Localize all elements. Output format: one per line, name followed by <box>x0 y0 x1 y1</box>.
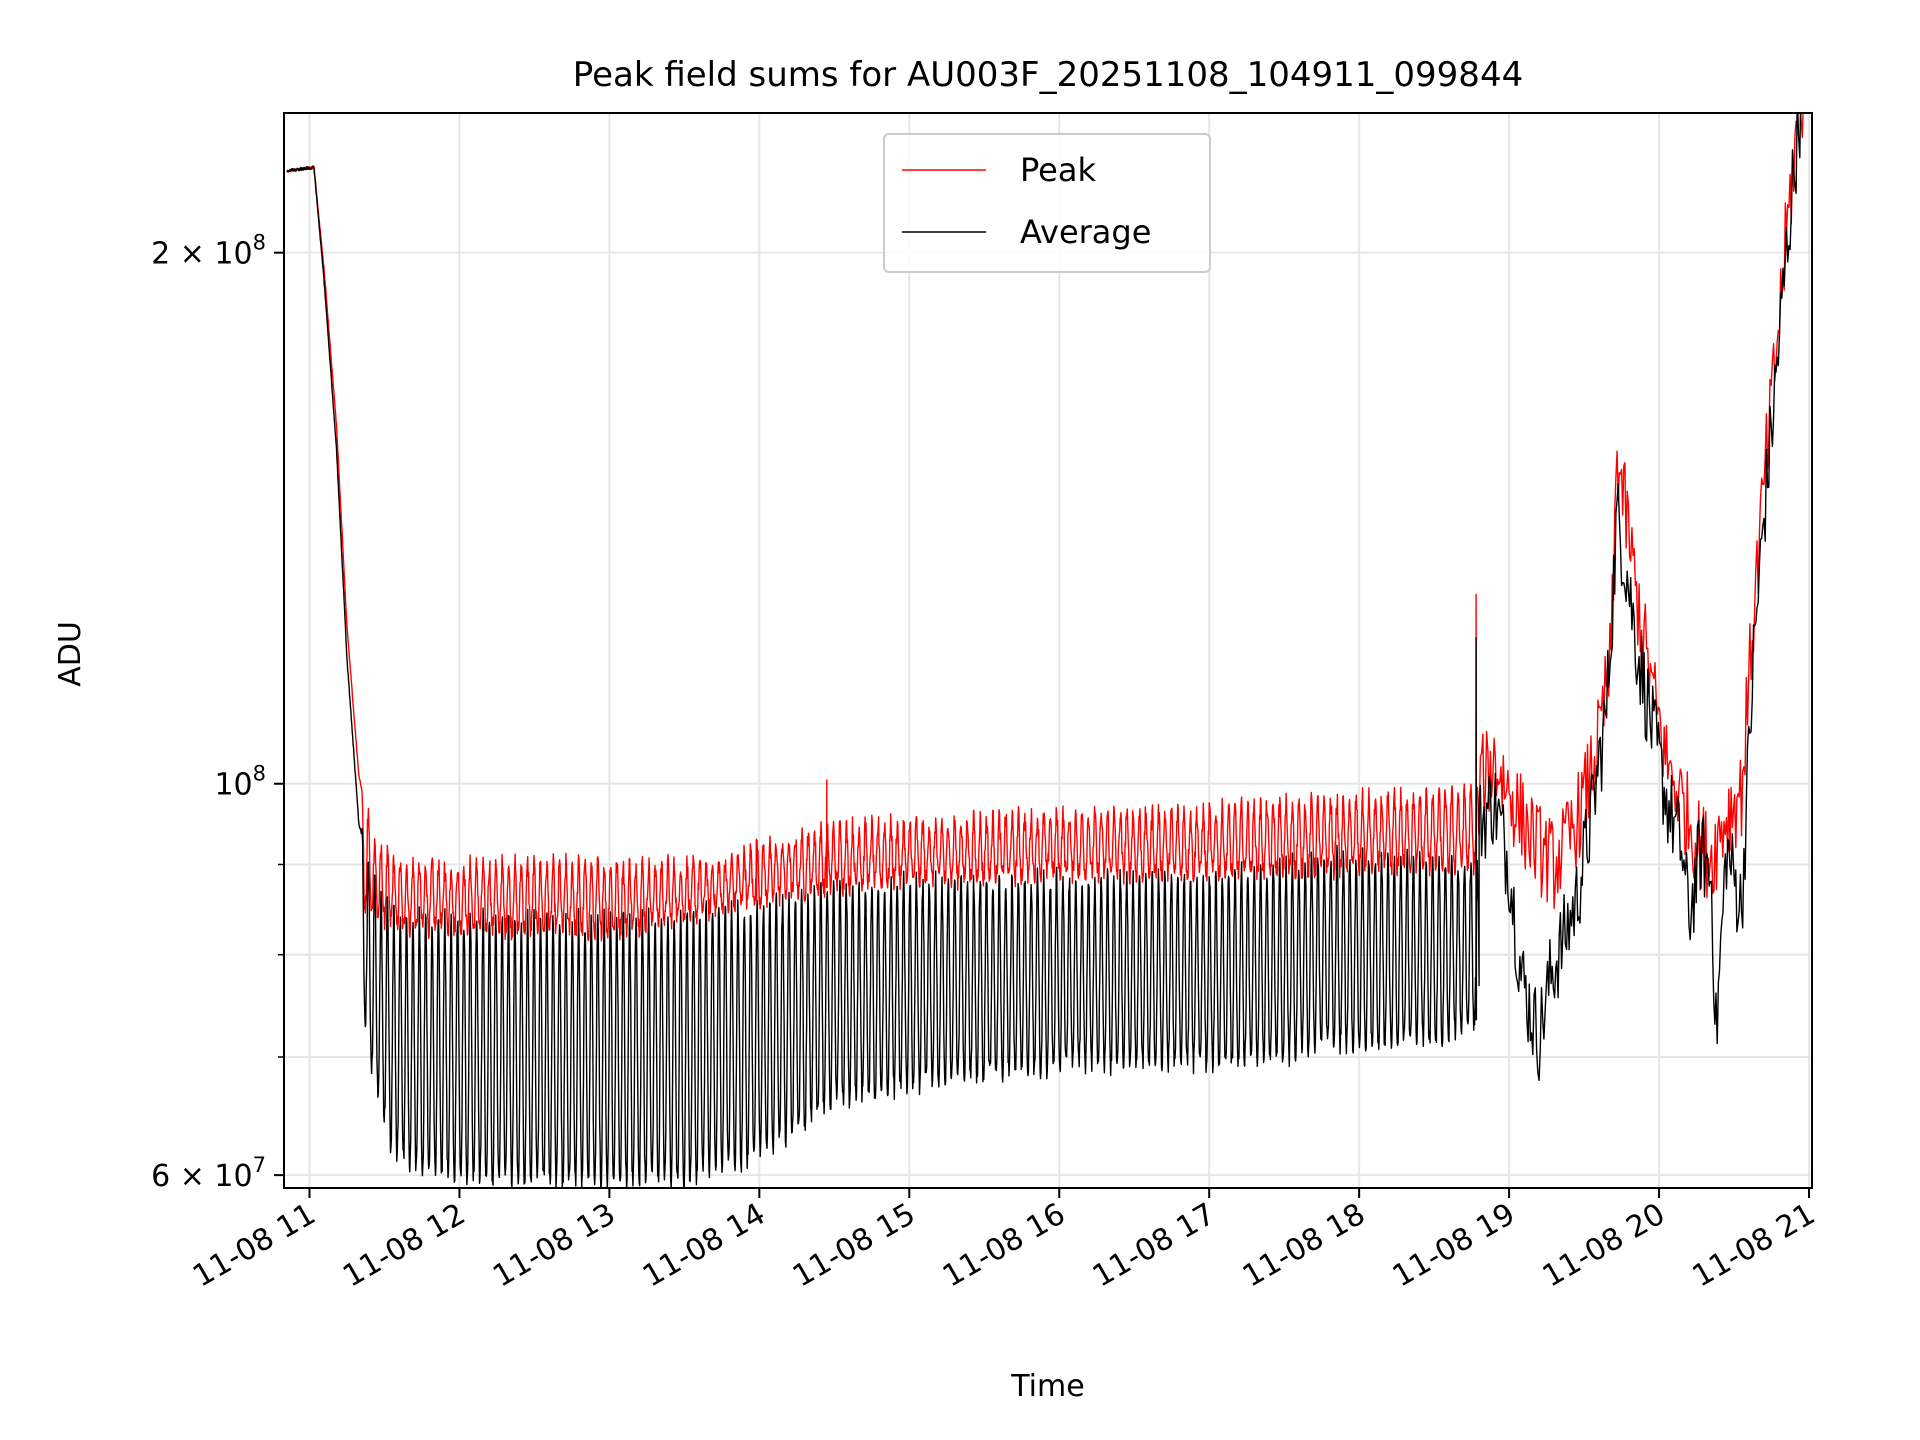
y-axis-label: ADU <box>53 621 88 687</box>
y-tick-label: 6 × 107 <box>151 1153 266 1194</box>
legend: Peak Average <box>883 133 1211 273</box>
series-line-average <box>286 113 1802 1188</box>
plot-series <box>286 113 1804 1188</box>
legend-label-peak: Peak <box>1020 151 1096 189</box>
legend-label-average: Average <box>1020 213 1151 251</box>
legend-box <box>883 133 1211 273</box>
series-line-peak <box>286 113 1804 942</box>
y-tick-label: 2 × 108 <box>151 231 266 272</box>
plot-frame <box>283 112 1813 1189</box>
chart-title: Peak field sums for AU003F_20251108_1049… <box>573 55 1523 95</box>
y-tick-label: 108 <box>214 762 266 803</box>
x-axis-label: Time <box>1010 1369 1084 1404</box>
